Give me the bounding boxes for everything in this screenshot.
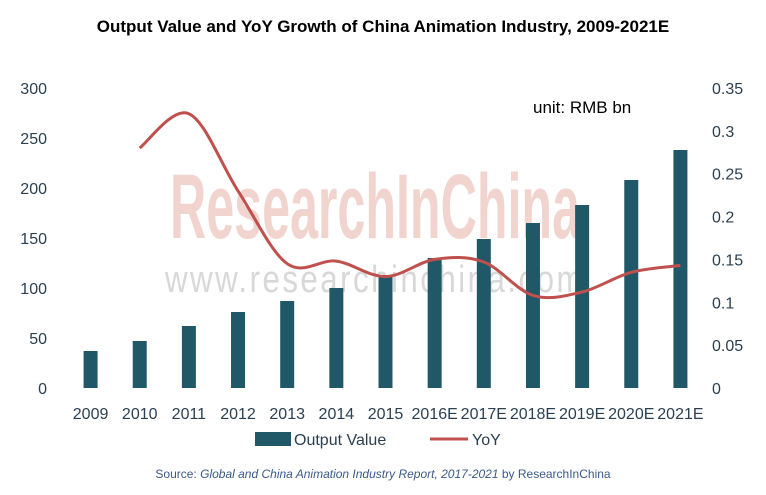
legend-line-label: YoY (472, 432, 501, 449)
left-tick-label: 300 (20, 81, 47, 98)
right-tick-label: 0.25 (712, 167, 743, 184)
watermark: ResearchInChina www.researchinchina.com (164, 156, 585, 301)
x-tick-label: 2016E (412, 406, 458, 423)
x-tick-label: 2018E (510, 406, 556, 423)
yoy-line (138, 111, 681, 300)
bar-2019E (575, 205, 590, 388)
x-tick-label: 2009 (73, 406, 109, 423)
line-series (138, 111, 681, 300)
right-tick-label: 0.35 (712, 81, 743, 98)
source-report-title: Global and China Animation Industry Repo… (200, 467, 498, 481)
source-prefix: Source: (155, 467, 200, 481)
left-tick-label: 50 (29, 331, 47, 348)
bar-2015 (378, 275, 393, 388)
bar-2010 (132, 341, 147, 388)
chart-title: Output Value and YoY Growth of China Ani… (97, 17, 669, 36)
right-tick-label: 0.2 (712, 210, 734, 227)
left-tick-label: 200 (20, 181, 47, 198)
left-tick-label: 150 (20, 231, 47, 248)
right-tick-label: 0.3 (712, 124, 734, 141)
right-tick-label: 0.1 (712, 295, 734, 312)
x-tick-label: 2019E (559, 406, 605, 423)
unit-label: unit: RMB bn (533, 98, 631, 117)
bar-2012 (231, 312, 246, 388)
legend-bar-label: Output Value (294, 432, 386, 449)
bar-series (83, 150, 688, 388)
x-tick-label: 2011 (172, 406, 207, 423)
right-tick-label: 0.05 (712, 338, 743, 355)
x-tick-label: 2012 (220, 406, 256, 423)
bar-2020E (624, 180, 639, 388)
bar-2021E (673, 150, 688, 388)
legend: Output Value YoY (255, 432, 501, 449)
bar-2011 (181, 326, 196, 388)
watermark-url: www.researchinchina.com (164, 259, 585, 301)
watermark-brand: ResearchInChina (170, 156, 580, 258)
source-suffix: by ResearchInChina (499, 467, 611, 481)
right-axis: 0 0.05 0.1 0.15 0.2 0.25 0.3 0.35 (712, 81, 743, 398)
x-tick-label: 2015 (368, 406, 404, 423)
x-tick-label: 2013 (269, 406, 305, 423)
left-axis: 0 50 100 150 200 250 300 (20, 81, 47, 398)
bar-2016E (427, 258, 442, 388)
x-tick-label: 2010 (122, 406, 158, 423)
right-tick-label: 0 (712, 381, 721, 398)
left-tick-label: 0 (38, 381, 47, 398)
bar-2013 (280, 301, 295, 388)
bar-2009 (83, 351, 98, 388)
legend-bar-swatch (255, 432, 291, 446)
left-tick-label: 100 (20, 281, 47, 298)
x-tick-label: 2017E (461, 406, 507, 423)
bar-2017E (476, 239, 491, 388)
x-tick-label: 2021E (657, 406, 703, 423)
x-tick-label: 2020E (608, 406, 654, 423)
right-tick-label: 0.15 (712, 252, 743, 269)
x-tick-label: 2014 (319, 406, 355, 423)
source-note: Source: Global and China Animation Indus… (155, 467, 610, 481)
bar-2018E (525, 223, 540, 388)
x-axis: 2009 2010 2011 2012 2013 2014 2015 2016E 2017E 20… (73, 406, 704, 423)
left-tick-label: 250 (20, 131, 47, 148)
bar-2014 (329, 288, 344, 388)
